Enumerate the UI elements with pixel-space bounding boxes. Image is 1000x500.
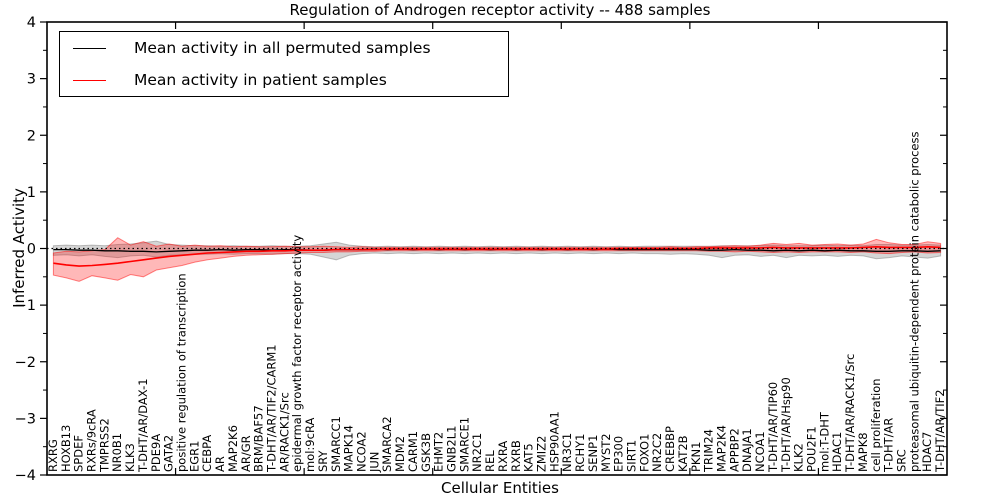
x-tick-label: RCHY1 [573,434,587,472]
x-tick-label: cell proliferation [869,378,883,472]
x-tick-label: AR/RACK1/Src [277,392,291,472]
x-tick-label: MDM2 [393,436,407,472]
legend-entry-permuted: Mean activity in all permuted samples [60,32,508,64]
x-tick-label: positive regulation of transcription [175,273,189,472]
x-axis-label: Cellular Entities [441,479,559,497]
y-tick-label: 0 [27,242,36,258]
x-tick-label: mol:T-DHT [817,411,831,472]
permuted-range-band [52,240,942,261]
x-tick-label: NR2C2 [650,433,664,472]
legend-label-permuted: Mean activity in all permuted samples [134,39,431,57]
x-tick-label: GATA2 [162,435,176,472]
x-tick-label: CEBPA [200,435,214,472]
x-tick-label: KAT2B [676,435,690,472]
x-tick-label: RXRB [509,440,523,472]
x-tick-label: RXRs/9cRA [85,409,99,472]
x-tick-label: T-DHT/AR/Hsp90 [779,377,793,473]
x-tick-label: POU2F1 [805,426,819,472]
x-tick-label: T-DHT/AR/TIP60 [766,382,780,473]
y-tick-label: 1 [27,185,36,201]
y-tick-label: 2 [27,128,36,144]
y-tick-label: −4 [15,468,36,484]
x-tick-label: TRIM24 [702,429,716,473]
legend-label-patient: Mean activity in patient samples [134,71,387,89]
y-tick-label: 3 [27,72,36,88]
y-tick-label: −1 [15,298,36,314]
x-tick-label: T-DHT/AR/DAX-1 [136,378,150,473]
x-tick-label: SPDEF [72,435,86,472]
x-tick-label: HDAC1 [830,432,844,472]
x-tick-label: EHMT2 [432,432,446,472]
chart-title: Regulation of Androgen receptor activity… [289,1,711,19]
x-tick-label: NR3C1 [560,433,574,472]
x-tick-label: JUN [367,452,381,473]
x-tick-label: NR2C1 [470,433,484,472]
x-tick-label: MAP2K6 [226,425,240,472]
x-tick-label: SRC [895,449,909,472]
legend-line-permuted-icon [73,47,106,49]
legend-line-patient-icon [73,79,106,81]
legend: Mean activity in all permuted samples Me… [59,31,509,97]
y-tick-label: −3 [15,411,36,427]
x-tick-label: epidermal growth factor receptor activit… [290,235,304,472]
x-tick-label: GSK3B [419,433,433,472]
x-tick-label: HSP90AA1 [547,411,561,472]
x-tick-label: SRY [316,449,330,472]
x-tick-label: KLK3 [123,443,137,472]
x-tick-label: proteasomal ubiquitin-dependent protein … [907,131,921,472]
x-tick-label: GNB2L1 [445,426,459,472]
x-tick-label: PDE9A [149,434,163,472]
legend-entry-patient: Mean activity in patient samples [60,64,508,96]
x-tick-label: HOXB13 [59,425,73,472]
x-tick-label: RXRG [46,439,60,472]
y-axis-label: Inferred Activity [10,188,28,308]
x-tick-label: MAPK8 [856,432,870,472]
x-tick-label: AR/GR [239,435,253,472]
x-tick-label: T-DHT/AR [882,418,896,473]
x-tick-label: NR0B1 [110,433,124,472]
x-tick-label: NCOA1 [753,431,767,472]
x-tick-label: MAPK14 [342,425,356,472]
x-tick-label: mol:9cRA [303,418,317,472]
x-tick-label: PKN1 [689,442,703,472]
x-tick-label: TMPRSS2 [97,418,111,473]
x-tick-label: REL [483,450,497,472]
x-tick-label: FOXO1 [637,434,651,472]
x-tick-label: SENP1 [586,435,600,472]
y-tick-label: −2 [15,355,36,371]
x-tick-label: T-DHT/AR/RACK1/Src [843,354,857,473]
x-tick-label: MYST2 [599,433,613,472]
x-tick-label: HDAC7 [920,432,934,472]
x-tick-label: SMARCA2 [380,416,394,472]
x-tick-label: T-DHT/AR/TIF2/CARM1 [265,344,279,473]
x-tick-label: DNAJA1 [740,428,754,472]
x-tick-label: CREBBP [663,426,677,472]
x-tick-label: KAT5 [522,443,536,472]
x-tick-label: SMARCC1 [329,416,343,472]
x-tick-label: RXRA [496,441,510,472]
x-tick-label: CARM1 [406,431,420,472]
x-tick-label: EP300 [612,436,626,472]
x-tick-label: SMARCE1 [457,417,471,472]
x-tick-label: NCOA2 [355,431,369,472]
x-tick-label: BRM/BAF57 [252,405,266,472]
x-tick-label: SIRT1 [625,440,639,472]
x-tick-label: EGR1 [187,441,201,473]
x-tick-label: T-DHT/AR/TIF2 [933,389,947,473]
x-tick-label: AR [213,456,227,472]
x-tick-label: ZMIZ2 [535,436,549,472]
x-tick-label: KLK2 [792,443,806,472]
x-tick-label: MAP2K4 [715,425,729,472]
x-tick-label: APPBP2 [727,428,741,472]
y-tick-label: 4 [27,15,36,31]
